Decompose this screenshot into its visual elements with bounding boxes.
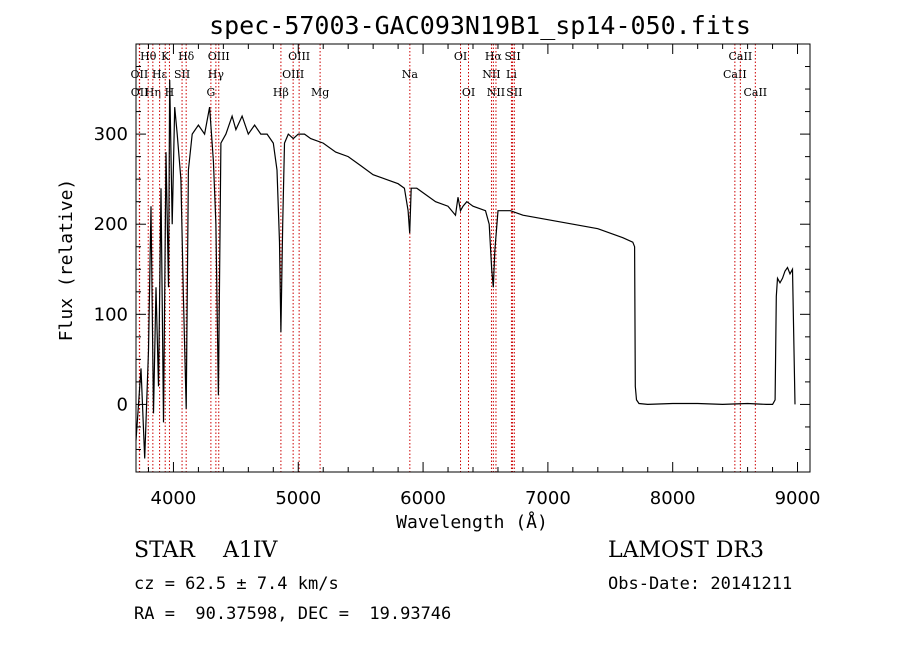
line-label: CaII	[729, 50, 753, 63]
line-label: Hθ	[140, 50, 157, 63]
line-label: G	[206, 86, 215, 99]
chart-title: spec-57003-GAC093N19B1_sp14-050.fits	[209, 11, 751, 40]
line-label: Hβ	[273, 86, 289, 99]
x-tick-label: 4000	[151, 488, 197, 509]
x-tick-label: 7000	[525, 488, 571, 509]
x-tick-label: 8000	[650, 488, 696, 509]
line-label: OIII	[282, 68, 304, 81]
redshift-velocity: cz = 62.5 ± 7.4 km/s	[134, 574, 339, 594]
object-type: STAR	[134, 538, 195, 563]
line-label: NII	[482, 68, 500, 81]
line-label: Mg	[311, 86, 329, 99]
line-label: SII	[506, 86, 522, 99]
line-label: Hδ	[178, 50, 195, 63]
line-label: OI	[454, 50, 467, 63]
survey-name: LAMOST DR3	[608, 538, 764, 563]
spectrum-series	[135, 79, 796, 459]
line-label: CaII	[723, 68, 747, 81]
coordinates: RA = 90.37598, DEC = 19.93746	[134, 604, 452, 624]
line-label: Hη	[145, 86, 161, 99]
y-tick-label: 200	[94, 214, 128, 235]
line-label: Hε	[152, 68, 168, 81]
line-label: OIII	[288, 50, 310, 63]
line-label: CaII	[743, 86, 767, 99]
x-tick-label: 9000	[775, 488, 821, 509]
line-label: K	[161, 50, 170, 63]
line-label: OIII	[208, 50, 230, 63]
spectrum-chart: spec-57003-GAC093N19B1_sp14-050.fits Hθ O…	[56, 11, 821, 533]
line-label: NII	[487, 86, 505, 99]
emission-line-markers: HθOIIOIIHηHεKHSIIHδGHγOIIIHβOIIIOIIIMgNa…	[131, 44, 767, 472]
line-label: OII	[131, 86, 149, 99]
x-axis-label: Wavelength (Å)	[396, 511, 548, 533]
series-line-flux	[135, 79, 796, 459]
classification: STAR A1IV	[134, 538, 277, 563]
y-axis-label: Flux (relative)	[56, 179, 77, 342]
line-label: Li	[506, 68, 517, 81]
line-label: SII	[174, 68, 190, 81]
line-label: Na	[402, 68, 419, 81]
line-label: OII	[131, 68, 149, 81]
spectral-subclass: A1IV	[222, 538, 278, 563]
y-axis: 0 100 200 300	[94, 66, 810, 450]
x-axis: 4000 5000 6000 7000 8000 9000	[147, 44, 821, 509]
plot-frame	[135, 43, 811, 473]
y-tick-label: 300	[94, 124, 128, 145]
y-tick-label: 0	[117, 394, 128, 415]
x-tick-label: 6000	[400, 488, 446, 509]
line-label: OI	[462, 86, 475, 99]
observation-date: Obs-Date: 20141211	[608, 574, 793, 594]
x-tick-label: 5000	[275, 488, 321, 509]
y-tick-label: 100	[94, 304, 128, 325]
line-label: Hγ	[208, 68, 225, 81]
line-label: SII	[504, 50, 520, 63]
line-label: Hα	[485, 50, 503, 63]
